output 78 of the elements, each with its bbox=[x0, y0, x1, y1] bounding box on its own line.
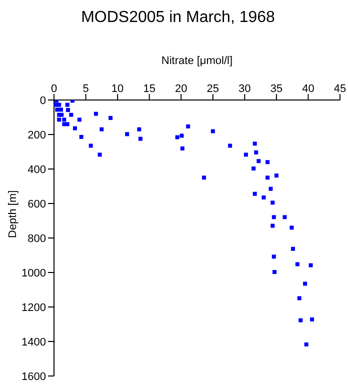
point bbox=[72, 126, 77, 130]
point bbox=[295, 262, 300, 266]
y-tick-label: 1400 bbox=[22, 336, 46, 348]
point bbox=[55, 108, 60, 112]
y-tick-label: 600 bbox=[28, 198, 46, 210]
point bbox=[88, 144, 93, 148]
point bbox=[272, 270, 277, 274]
point bbox=[290, 226, 294, 230]
point bbox=[70, 100, 74, 103]
point bbox=[297, 296, 302, 300]
point bbox=[266, 160, 270, 164]
point bbox=[98, 152, 102, 157]
point bbox=[252, 142, 257, 146]
y-tick-label: 1600 bbox=[22, 370, 46, 383]
point bbox=[54, 100, 59, 103]
point bbox=[252, 166, 256, 170]
point bbox=[310, 317, 314, 322]
point bbox=[65, 102, 70, 107]
point bbox=[79, 134, 84, 139]
point bbox=[58, 108, 63, 112]
point bbox=[266, 176, 270, 180]
point bbox=[228, 144, 232, 148]
point bbox=[57, 102, 62, 107]
chart-title: MODS2005 in March, 1968 bbox=[80, 8, 276, 28]
y-tick-label: 800 bbox=[28, 232, 46, 245]
point bbox=[308, 263, 313, 268]
x-tick-label: 40 bbox=[302, 83, 314, 95]
point bbox=[94, 112, 98, 116]
point bbox=[137, 127, 142, 132]
point bbox=[298, 318, 303, 322]
x-tick-label: 25 bbox=[206, 83, 220, 95]
point bbox=[268, 186, 273, 191]
point bbox=[254, 150, 258, 154]
x-tick-label: 15 bbox=[143, 83, 156, 95]
y-tick-label: 0 bbox=[40, 94, 46, 107]
point bbox=[100, 127, 104, 132]
x-tick-label: 5 bbox=[82, 83, 89, 95]
point bbox=[65, 122, 70, 126]
point bbox=[202, 176, 206, 180]
point bbox=[108, 116, 113, 120]
point bbox=[60, 112, 64, 117]
point bbox=[304, 342, 308, 346]
point bbox=[270, 224, 275, 228]
x-tick-label: 30 bbox=[238, 83, 251, 95]
point bbox=[256, 159, 261, 164]
x-tick-label: 35 bbox=[270, 83, 283, 95]
point bbox=[125, 132, 130, 136]
point bbox=[262, 195, 266, 200]
x-tick-label: 45 bbox=[334, 83, 346, 95]
point bbox=[244, 152, 248, 157]
y-tick-label: 200 bbox=[28, 129, 46, 142]
point bbox=[66, 108, 70, 112]
point bbox=[272, 254, 276, 259]
point bbox=[272, 215, 276, 220]
point bbox=[290, 246, 295, 251]
x-axis-title: Nitrate [μmol/l] bbox=[161, 55, 233, 67]
point bbox=[282, 215, 287, 220]
y-axis-title: Depth [m] bbox=[6, 190, 19, 238]
point bbox=[180, 146, 184, 150]
point bbox=[303, 282, 308, 286]
point bbox=[138, 136, 142, 141]
point bbox=[186, 124, 190, 128]
y-tick-label: 1000 bbox=[22, 267, 46, 280]
point bbox=[180, 134, 184, 138]
point bbox=[270, 200, 275, 205]
x-tick-label: 0 bbox=[50, 83, 58, 95]
point bbox=[62, 118, 66, 122]
y-tick-label: 1200 bbox=[22, 302, 46, 314]
point bbox=[57, 118, 62, 122]
y-tick-label: 400 bbox=[28, 164, 46, 176]
x-tick-label: 20 bbox=[174, 83, 188, 95]
point bbox=[274, 174, 278, 178]
point bbox=[252, 192, 257, 196]
point bbox=[175, 135, 180, 140]
point bbox=[69, 112, 74, 117]
x-tick-label: 10 bbox=[111, 83, 124, 95]
point bbox=[77, 118, 82, 122]
point bbox=[210, 129, 215, 134]
